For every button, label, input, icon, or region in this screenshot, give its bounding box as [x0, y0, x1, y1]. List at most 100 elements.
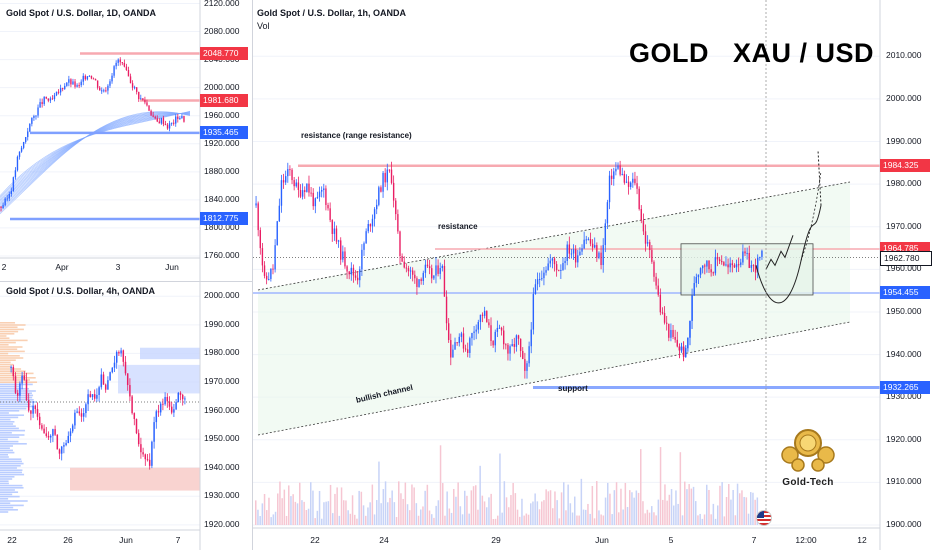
y-tick-label: 1940.000	[886, 348, 922, 359]
volume-profile-bar	[0, 363, 14, 366]
x-tick-label: Jun	[595, 535, 609, 545]
daily-chart-pane[interactable]: Gold Spot / U.S. Dollar, 1D, OANDA 2120.…	[0, 0, 252, 282]
volume-label: Vol	[257, 21, 270, 31]
volume-bar	[274, 511, 277, 525]
candle-body	[170, 406, 173, 413]
h1-chart-pane[interactable]: Gold Spot / U.S. Dollar, 1h, OANDA Vol G…	[253, 0, 932, 550]
h4-chart-pane[interactable]: Gold Spot / U.S. Dollar, 4h, OANDA 2000.…	[0, 282, 252, 550]
candle-body	[570, 253, 573, 255]
candle-body	[511, 344, 513, 347]
candle-body	[274, 245, 276, 270]
candle-body	[348, 271, 350, 275]
candle-body	[140, 444, 142, 453]
candle-body	[111, 75, 113, 82]
candle-body	[363, 243, 365, 250]
candle-body	[365, 231, 367, 244]
y-tick-label: 1950.000	[204, 433, 240, 444]
candle-body	[131, 396, 133, 414]
volume-bar	[510, 495, 512, 525]
candle-body	[706, 260, 708, 267]
candle-body	[125, 66, 128, 71]
candle-body	[642, 220, 645, 232]
volume-profile-bar	[0, 346, 23, 348]
candle-body	[541, 278, 543, 280]
candle-body	[721, 261, 723, 263]
candle-body	[53, 95, 56, 99]
volume-profile-bar	[0, 383, 33, 386]
candle-body	[356, 277, 359, 281]
candle-body	[627, 181, 630, 187]
volume-bar	[413, 487, 415, 525]
volume-profile-bar	[0, 425, 16, 427]
us-flag-icon	[756, 510, 772, 526]
candle-body	[80, 81, 82, 86]
candle-body	[710, 269, 712, 273]
volume-bar	[380, 503, 382, 525]
pane-divider-vertical[interactable]	[252, 0, 253, 550]
volume-bar	[336, 487, 338, 525]
volume-bar	[310, 482, 312, 525]
candle-body	[101, 90, 103, 92]
volume-bar	[376, 500, 378, 525]
candle-body	[456, 342, 458, 344]
candle-body	[103, 90, 105, 92]
projection-zigzag	[765, 235, 794, 270]
candle-body	[731, 263, 734, 266]
volume-bar	[369, 502, 371, 525]
volume-bar	[732, 489, 734, 525]
candle-body	[257, 203, 259, 231]
candle-body	[373, 209, 376, 219]
y-tick-label: 1990.000	[886, 135, 922, 146]
volume-profile-bar	[0, 341, 16, 344]
candle-body	[359, 269, 361, 281]
volume-bar	[351, 495, 354, 525]
candle-body	[678, 346, 681, 351]
candle-body	[78, 85, 80, 87]
volume-bar	[466, 495, 468, 525]
y-tick-label: 1930.000	[886, 391, 922, 402]
candle-body	[162, 403, 164, 405]
volume-bar	[307, 508, 310, 525]
candle-body	[12, 366, 15, 377]
x-tick-label: 7	[175, 535, 181, 545]
ma-ribbon-line	[0, 111, 191, 215]
candle-body	[333, 228, 336, 234]
candle-body	[382, 172, 384, 192]
candle-body	[460, 333, 463, 337]
volume-bar	[532, 501, 534, 525]
candle-body	[761, 250, 763, 257]
candle-body	[617, 165, 619, 169]
volume-bar	[552, 508, 554, 525]
volume-bar	[338, 515, 341, 525]
candle-body	[416, 278, 418, 287]
volume-bar	[607, 482, 609, 525]
candle-body	[534, 284, 537, 295]
candle-body	[126, 373, 129, 386]
volume-profile-bar	[0, 495, 20, 498]
candle-body	[390, 169, 393, 183]
volume-bar	[635, 490, 638, 525]
volume-bar	[393, 502, 396, 525]
candle-body	[469, 338, 471, 353]
volume-bar	[675, 490, 677, 525]
volume-profile-bar	[0, 368, 22, 370]
candle-body	[337, 240, 340, 242]
candle-body	[494, 331, 496, 346]
support-label: support	[558, 384, 588, 393]
candle-body	[175, 116, 177, 124]
candle-body	[742, 251, 744, 263]
volume-profile-bar	[0, 460, 22, 463]
candle-body	[325, 188, 327, 205]
price-tag-support: 1954.455	[880, 286, 930, 300]
volume-bar	[301, 500, 303, 525]
volume-bar	[387, 502, 389, 525]
candle-body	[102, 374, 105, 385]
volume-bar	[688, 484, 690, 525]
candle-body	[384, 172, 386, 183]
candle-body	[10, 366, 12, 368]
pane-divider-horizontal[interactable]	[0, 281, 252, 282]
candle-body	[142, 452, 144, 455]
volume-bar	[587, 503, 589, 525]
candle-body	[8, 193, 10, 199]
volume-bar	[631, 492, 633, 525]
